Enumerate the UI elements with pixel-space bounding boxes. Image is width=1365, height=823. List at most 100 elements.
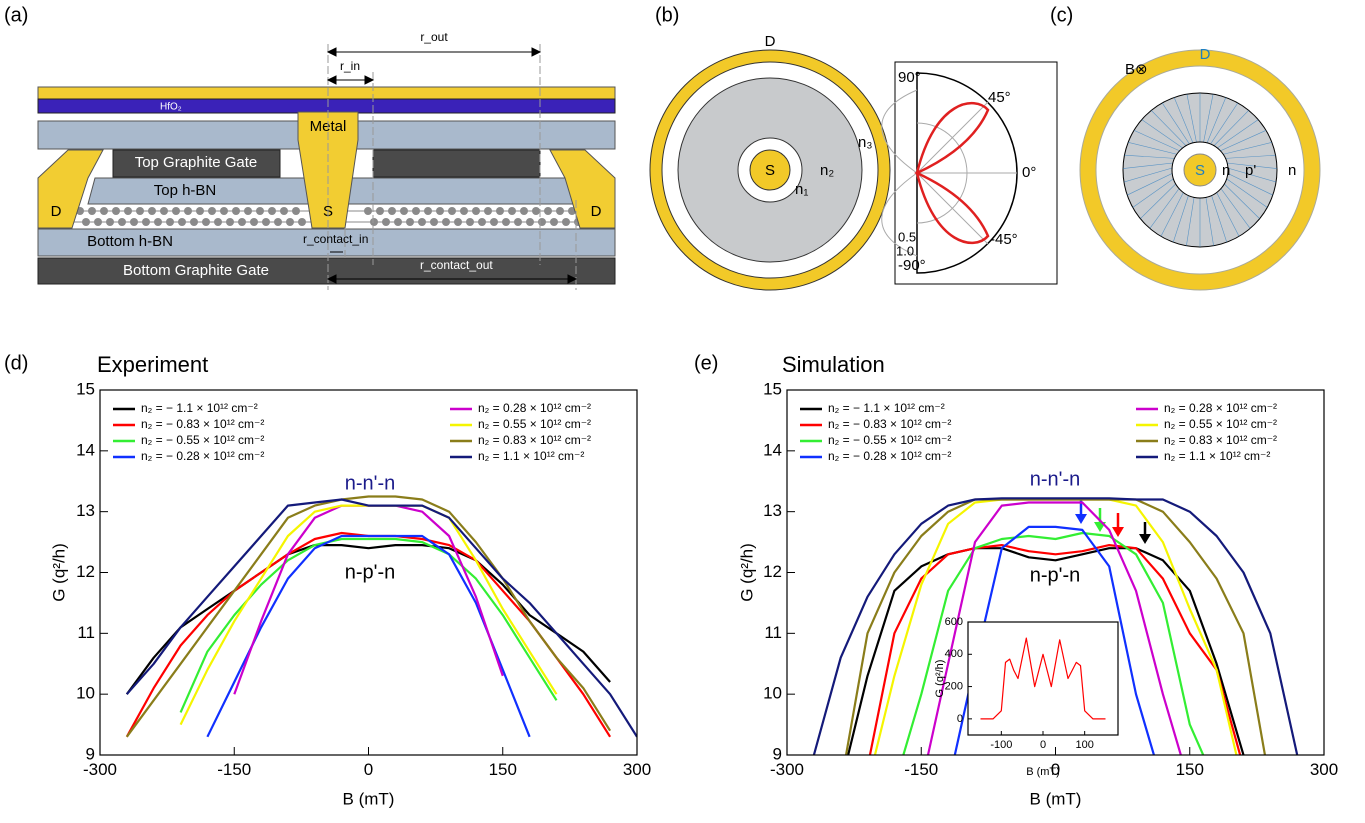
region-label: p' [1245,162,1256,179]
y-tick-label: 9 [86,744,95,763]
atom [196,207,204,215]
y-tick-label: 12 [763,562,782,581]
y-tick-label: 13 [763,501,782,520]
legend-label: n₂ = − 0.28 × 10¹² cm⁻² [828,449,951,463]
atom [184,207,192,215]
plot-area [127,497,637,737]
legend-label: n₂ = 0.55 × 10¹² cm⁻² [1164,417,1277,431]
x-tick-label: 0 [364,760,373,779]
atom [292,207,300,215]
atom [166,218,174,226]
atom [454,218,462,226]
atom [202,218,210,226]
y-axis-label: G (q²/h) [49,543,68,602]
atom [160,207,168,215]
atom [214,218,222,226]
y-tick-label: 11 [764,623,782,642]
atom [370,218,378,226]
atom [496,207,504,215]
annotation: n-n'-n [1030,468,1081,490]
atom [154,218,162,226]
atom [436,207,444,215]
layer-label: Top Graphite Gate [135,154,258,171]
diagram-b: D S n₁ n₂ n₃ 90° 45° 0° -45° -90° 0.5 1.… [650,33,1057,290]
figure: (a) (b) (c) (d) (e) HfO₂ Top Graphite Ga… [0,0,1365,818]
atom [412,207,420,215]
legend-label: n₂ = 0.55 × 10¹² cm⁻² [478,417,591,431]
series-line [127,497,610,737]
x-tick-label: 300 [1310,760,1338,779]
polar-label: 1.0 [896,243,914,258]
atom [244,207,252,215]
atom [376,207,384,215]
atom [100,207,108,215]
layer-label: Bottom h-BN [87,233,173,250]
chart: -300-15001503009101112131415B (mT)G (q²/… [737,352,1338,809]
top-metal-layer [38,87,615,99]
atom [268,207,276,215]
atom [472,207,480,215]
diagram-a: HfO₂ Top Graphite Gate Top h-BN Bottom h… [38,30,615,290]
layer-label: Top h-BN [154,182,217,199]
atom [172,207,180,215]
legend-label: n₂ = − 0.83 × 10¹² cm⁻² [828,417,951,431]
atom [508,207,516,215]
y-tick-label: 15 [763,379,782,398]
atom [562,218,570,226]
x-axis-label: B (mT) [1030,789,1082,808]
polar-label: 45° [988,89,1011,106]
atom [238,218,246,226]
polar-label: -45° [990,231,1018,248]
y-tick-label: 10 [76,684,95,703]
atom [556,207,564,215]
x-tick-label: 300 [623,760,651,779]
atom [394,218,402,226]
atom [526,218,534,226]
hfo2-layer [38,99,615,113]
atom [88,207,96,215]
contact-label: D [51,203,62,220]
atom [106,218,114,226]
atom [286,218,294,226]
atom [520,207,528,215]
chart: -10001000200400600B (mT)G (q²/h) [934,616,1118,778]
atom [112,207,120,215]
atom [178,218,186,226]
region-label: D [1200,46,1211,63]
layer-label: Bottom Graphite Gate [123,262,269,279]
x-axis-label: B (mT) [1026,766,1060,778]
atom [400,207,408,215]
chart-title: Experiment [97,352,208,377]
region-label: n₂ [820,162,834,179]
atom [220,207,228,215]
y-tick-label: 10 [763,684,782,703]
atom [148,207,156,215]
region-label: n₃ [858,134,872,151]
atom [382,218,390,226]
y-tick-label: 14 [76,440,95,459]
atom [460,207,468,215]
chart-title: Simulation [782,352,885,377]
y-tick-label: 0 [957,713,963,725]
x-tick-label: 150 [1176,760,1204,779]
x-tick-label: -150 [217,760,251,779]
diagram-c: B⊗ D S n p' n [1080,46,1320,290]
panel-label: (c) [1050,4,1073,26]
polar-label: 0.5 [898,229,916,244]
region-label: S [1195,162,1205,179]
atom [388,207,396,215]
layer-label: HfO₂ [160,102,182,113]
atom [418,218,426,226]
annotation: n-p'-n [1030,564,1081,586]
atom [298,218,306,226]
atom [430,218,438,226]
atom [142,218,150,226]
x-tick-label: 0 [1040,739,1046,751]
x-tick-label: 100 [1075,739,1093,751]
atom [124,207,132,215]
y-tick-label: 200 [945,680,963,692]
atom [364,207,372,215]
atom [136,207,144,215]
y-tick-label: 11 [77,623,95,642]
region-label: n [1288,162,1296,179]
